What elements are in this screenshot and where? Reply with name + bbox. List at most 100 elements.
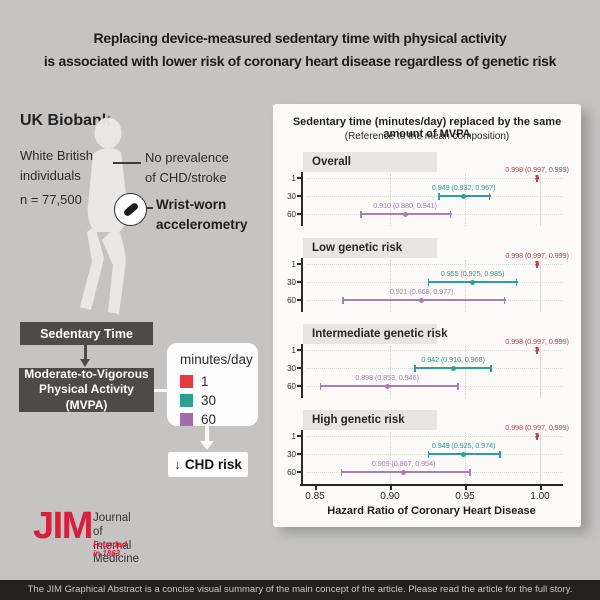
ci-cap-right [515,278,518,286]
estimate-label: 0.949 (0.932, 0.967) [431,183,496,192]
cohort-name: UK Biobank [20,112,111,129]
y-tick-label: 60 [287,209,296,219]
point-marker [402,211,408,217]
mvpa-box: Moderate-to-Vigorous Physical Activity (… [19,367,154,412]
ci-cap-left [360,210,362,218]
ci-cap-right [457,382,459,390]
ci-cap-left [414,364,416,372]
chart-panel: Sedentary time (minutes/day) replaced by… [273,104,581,527]
y-tick-label: 1 [291,431,296,441]
flow-arrow [84,345,87,360]
measurement-callout-line [146,207,153,209]
y-axis-line [301,344,303,398]
outcome-arrow [205,426,209,442]
group-label-band: High genetic risk [303,410,437,430]
y-tick [296,367,301,369]
vertical-gridline [465,174,466,226]
point-marker-x: ✕ [534,346,540,354]
legend-title: minutes/day [180,352,253,367]
ci-cap-left [427,278,430,286]
group-label-band: Overall [303,152,437,172]
legend-swatch-red [180,375,193,388]
ci-cap-right [469,468,471,476]
ci-cap-right [536,174,539,182]
y-tick [296,299,301,301]
x-tick-label: 0.95 [455,491,475,502]
point-marker [419,297,424,303]
ci-cap-right [499,450,501,458]
chart-subtitle: (Reference to the mean composition) [344,131,510,142]
estimate-label: 0.998 (0.997, 0.999) [505,165,569,174]
point-marker [461,193,466,199]
x-tick-label: 1.00 [530,491,550,502]
ci-cap-left [342,296,344,304]
chd-risk-label: CHD risk [184,457,242,472]
ci-cap-left [535,174,538,182]
row-gridline [307,350,563,351]
y-tick-label: 30 [287,449,296,459]
y-axis-line [301,258,303,312]
vertical-gridline [465,346,466,398]
estimate-label: 0.955 (0.925, 0.985) [440,269,505,278]
ci-cap-left [535,346,538,354]
reference-line [540,432,541,484]
x-axis-tick [315,484,317,490]
down-arrow-icon: ↓ [174,457,181,472]
vertical-gridline [390,432,391,484]
footer-disclaimer: The JIM Graphical Abstract is a concise … [0,580,600,600]
row-gridline [307,264,563,265]
ci-cap-right [536,346,539,354]
page-title-line2: is associated with lower risk of coronar… [43,53,557,70]
y-tick [296,177,301,179]
legend-label: 60 [201,412,217,427]
x-axis-tick [540,484,542,490]
ci-cap-left [319,382,322,390]
chd-risk-box: ↓ CHD risk [168,452,248,477]
measurement-text: Wrist-worn accelerometry [156,197,248,233]
page-title-line1: Replacing device-measured sedentary time… [93,30,507,46]
y-tick [296,349,301,351]
estimate-label: 0.910 (0.880, 0.941) [373,201,437,210]
accelerometer-watch-icon [114,193,147,226]
x-axis-line [300,484,563,486]
y-axis-line [301,172,303,226]
estimate-label: 0.949 (0.925, 0.974) [431,441,496,450]
ci-cap-right [490,364,492,372]
x-axis-title: Hazard Ratio of Coronary Heart Disease [327,505,536,517]
ci-cap-right [449,210,452,218]
y-tick-label: 60 [287,467,296,477]
sample-size-text: n = 77,500 [20,192,82,207]
x-axis-tick [390,484,392,490]
exclusion-callout-line [113,162,141,164]
y-tick-label: 1 [291,259,296,269]
reference-line [540,346,541,398]
y-tick-label: 30 [287,191,296,201]
point-marker-x: ✕ [534,432,540,440]
vertical-gridline [390,260,391,312]
point-marker-x: ✕ [534,260,540,268]
estimate-label: 0.921 (0.868, 0.977) [389,287,454,296]
outcome-arrow-head-icon [200,441,214,450]
estimate-label: 0.909 (0.867, 0.954) [371,459,436,468]
x-axis-tick [465,484,467,490]
legend-item: 60 [180,410,258,429]
x-tick-label: 0.90 [380,491,400,502]
ci-cap-right [536,260,539,268]
point-marker [401,469,406,475]
y-tick [296,195,301,197]
ci-cap-left [340,468,343,476]
group-label-band: Intermediate genetic risk [303,324,448,344]
logo-acronym: JIM [33,505,93,547]
sedentary-time-box: Sedentary Time [20,322,153,345]
legend-label: 30 [201,393,217,408]
flow-arrow-head-icon [80,359,90,367]
reference-line [540,174,541,226]
y-tick-label: 30 [287,363,296,373]
estimate-label: 0.898 (0.853, 0.946) [355,373,419,382]
ci-cap-right [503,296,506,304]
ci-cap-left [427,450,430,458]
logo-tagline: Founded in 1863 [93,540,127,558]
vertical-gridline [390,174,391,226]
y-tick [296,453,301,455]
